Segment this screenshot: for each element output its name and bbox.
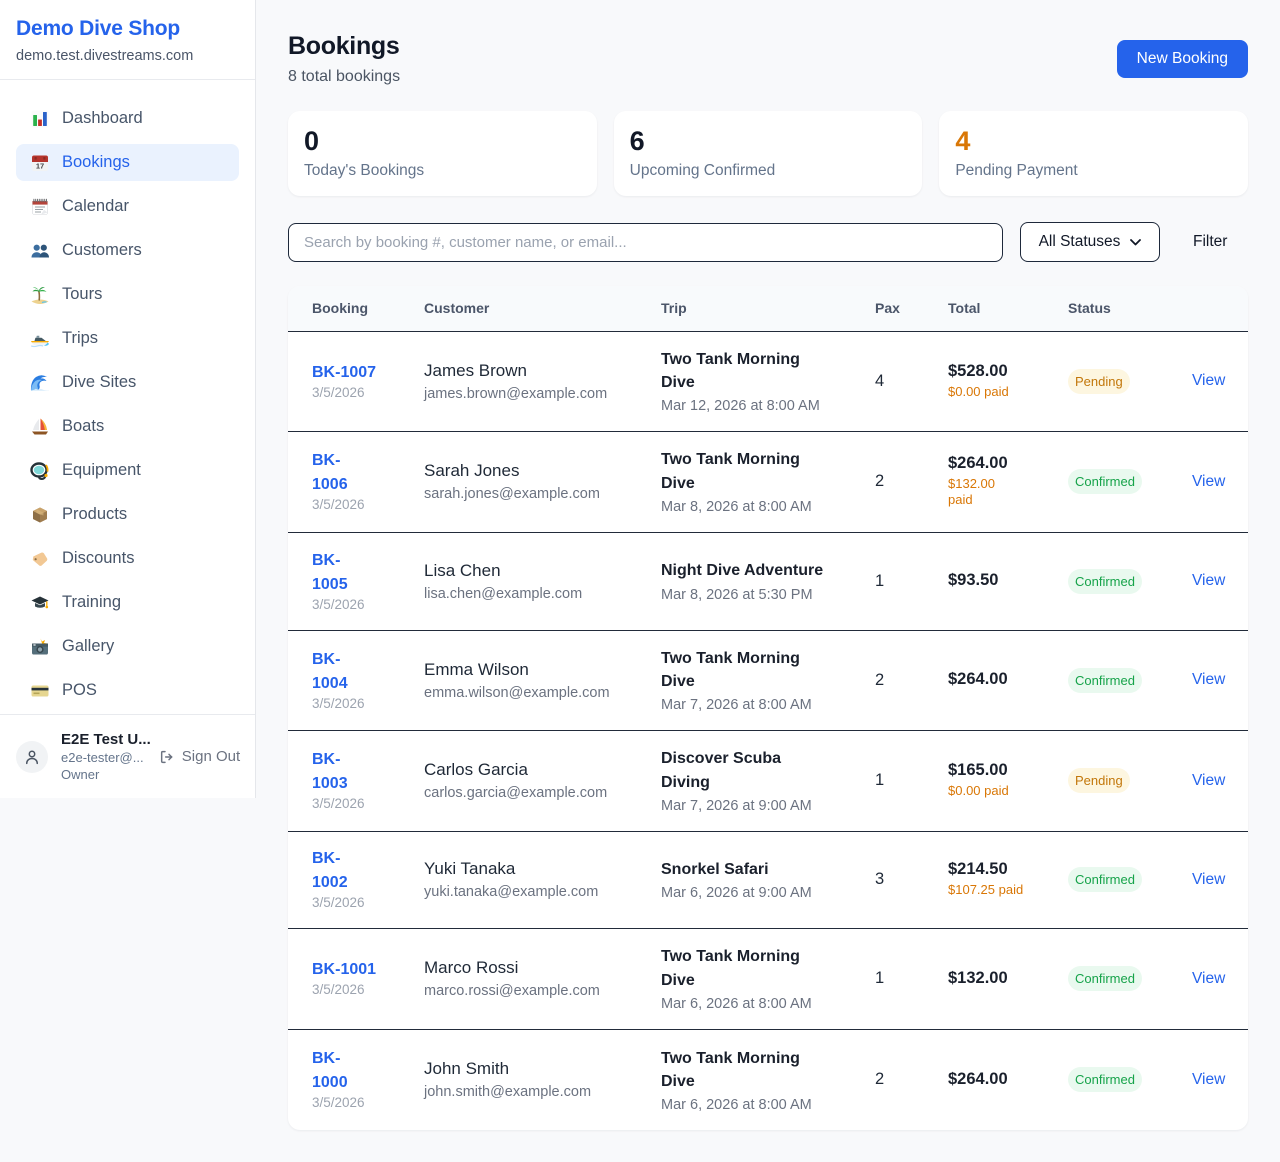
svg-text:17: 17 [36,161,44,170]
